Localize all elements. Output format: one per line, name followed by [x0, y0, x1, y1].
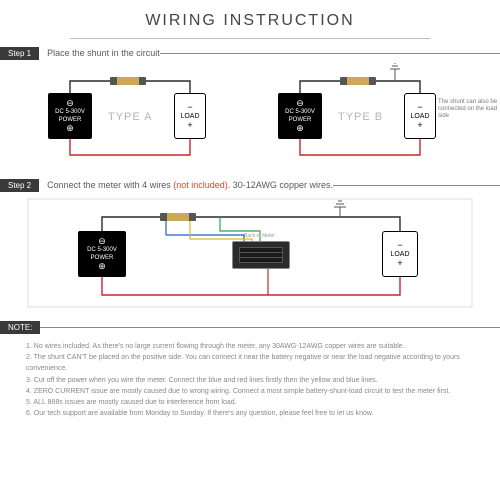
load-box-type-a: − LOAD + [174, 93, 206, 139]
note-2: 2. The shunt CAN'T be placed on the posi… [26, 352, 474, 374]
notes-block: 1. No wires included. As there's no larg… [0, 337, 500, 419]
shunt-step2 [160, 213, 196, 221]
step2-tag: Step 2 [0, 179, 39, 192]
title-underline [70, 38, 430, 39]
note-5: 5. ALL 888s issues are mostly caused due… [26, 397, 474, 408]
shunt-type-a [110, 77, 146, 85]
meter-box [232, 241, 290, 269]
step1-bar: Step 1 Place the shunt in the circuit [0, 45, 500, 61]
load-neg-icon: − [187, 103, 192, 112]
step2-bar: Step 2 Connect the meter with 4 wires (n… [0, 177, 500, 193]
power-neg-icon: ⊖ [296, 99, 304, 108]
power-box-type-b: ⊖ DC 5-300V POWER ⊕ [278, 93, 322, 139]
load-box-type-b: − LOAD + [404, 93, 436, 139]
step1-diagram: ⊖ DC 5-300V POWER ⊕ − LOAD + TYPE A ⊖ DC… [0, 63, 500, 173]
power-neg-icon: ⊖ [66, 99, 74, 108]
shunt-type-b [340, 77, 376, 85]
power-box-step2: ⊖ DC 5-300V POWER ⊕ [78, 231, 126, 277]
load-neg-icon: − [417, 103, 422, 112]
power-text-b: POWER [59, 117, 82, 124]
step2-diagram: ⊖ DC 5-300V POWER ⊕ − LOAD + Back of Met… [0, 195, 500, 315]
power-pos-icon: ⊕ [296, 124, 304, 133]
power-text-b: POWER [91, 255, 114, 262]
meter-led-row [240, 248, 282, 252]
step2-line [333, 185, 500, 186]
step1-text: Place the shunt in the circuit [47, 48, 160, 58]
meter-back-label: Back of Meter [244, 233, 275, 239]
note-line-rule [40, 327, 500, 328]
load-text: LOAD [390, 251, 409, 258]
note-tag: NOTE: [0, 321, 40, 334]
load-text: LOAD [410, 113, 429, 120]
load-pos-icon: + [417, 121, 422, 130]
power-text-b: POWER [289, 117, 312, 124]
step2-text: Connect the meter with 4 wires (not incl… [47, 180, 333, 190]
power-pos-icon: ⊕ [66, 124, 74, 133]
note-bar: NOTE: [0, 319, 500, 335]
load-pos-icon: + [397, 259, 402, 268]
power-pos-icon: ⊕ [98, 262, 106, 271]
type-a-label: TYPE A [108, 111, 153, 123]
load-text: LOAD [180, 113, 199, 120]
step1-line [160, 53, 500, 54]
load-neg-icon: − [397, 241, 402, 250]
power-text-a: DC 5-300V [55, 109, 85, 116]
note-3: 3. Cut off the power when you wire the m… [26, 375, 474, 386]
load-box-step2: − LOAD + [382, 231, 418, 277]
power-text-a: DC 5-300V [285, 109, 315, 116]
note-4: 4. ZERO CURRENT issue are mostly caused … [26, 386, 474, 397]
note-1: 1. No wires included. As there's no larg… [26, 341, 474, 352]
type-b-label: TYPE B [338, 111, 383, 123]
power-box-type-a: ⊖ DC 5-300V POWER ⊕ [48, 93, 92, 139]
note-6: 6. Our tech support are available from M… [26, 408, 474, 419]
step1-tag: Step 1 [0, 47, 39, 60]
power-neg-icon: ⊖ [98, 237, 106, 246]
page-title: WIRING INSTRUCTION [0, 0, 500, 38]
power-text-a: DC 5-300V [87, 247, 117, 254]
meter-led-row [240, 253, 282, 257]
shunt-side-note: The shunt can also beconnected on the lo… [438, 99, 498, 121]
meter-led-row [240, 258, 282, 262]
load-pos-icon: + [187, 121, 192, 130]
